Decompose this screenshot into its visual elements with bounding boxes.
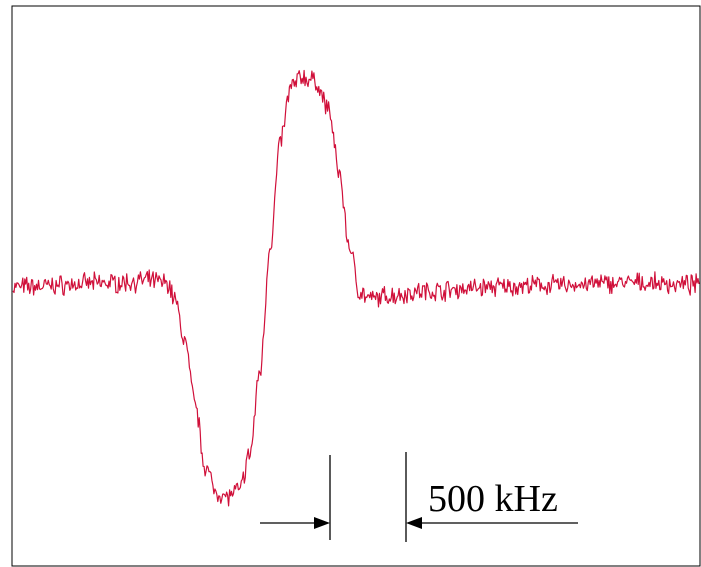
arrow-right-head [406, 517, 422, 529]
arrow-left-head [314, 517, 330, 529]
signal-trace [12, 69, 700, 507]
annotation-label: 500 kHz [428, 478, 558, 520]
